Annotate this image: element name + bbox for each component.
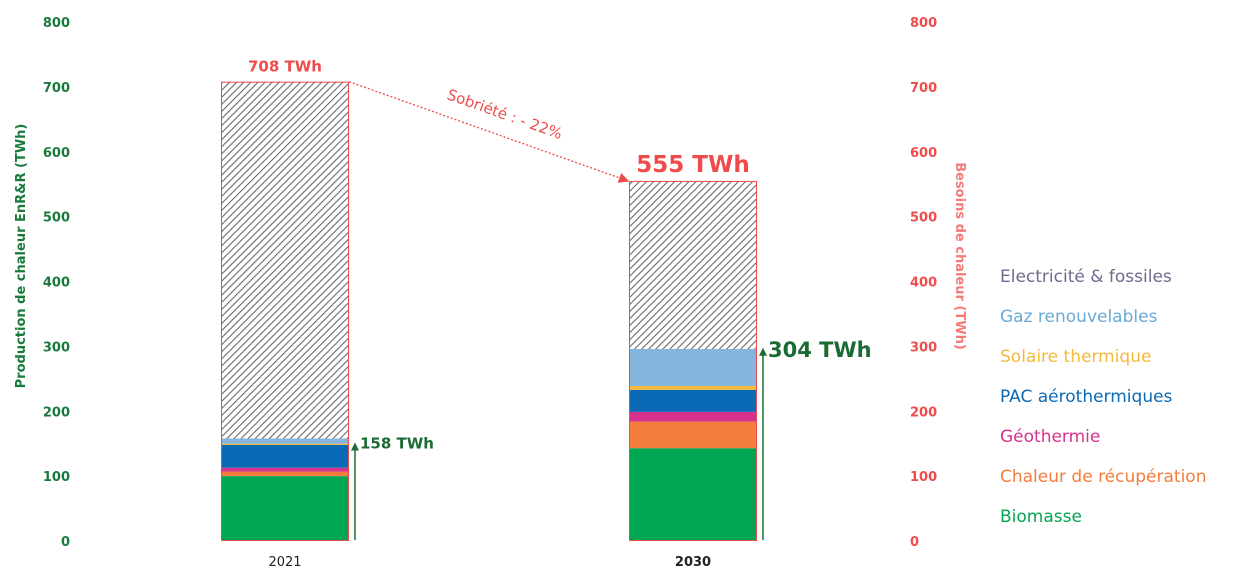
legend-item: PAC aérothermiques — [1000, 387, 1173, 407]
category-label: 2030 — [675, 555, 711, 570]
legend: Electricité & fossiles Gaz renouvelables S… — [1000, 262, 1206, 542]
sobriete-annotation: Sobriété : - 22% — [445, 86, 565, 144]
bar-segment-solaire-thermique — [221, 443, 349, 445]
right-tick-label: 400 — [910, 276, 937, 291]
sobriete-arrow — [348, 81, 630, 183]
right-tick-label: 0 — [910, 535, 919, 550]
legend-item: Géothermie — [1000, 427, 1101, 447]
left-tick-label: 400 — [43, 276, 70, 291]
right-axis-title: Besoins de chaleur (TWh) — [952, 162, 967, 350]
left-axis-title: Production de chaleur EnR&R (TWh) — [14, 124, 29, 389]
production-arrowhead — [351, 442, 359, 451]
production-total-label: 158 TWh — [360, 434, 434, 452]
bar-segment-electricite-fossiles — [629, 180, 757, 349]
bar-segment-pac-a-rothermiques — [221, 444, 349, 468]
bar-segment-g-othermie — [221, 467, 349, 472]
bar-segment-gaz-renouvelables — [221, 438, 349, 444]
production-arrowhead — [759, 347, 767, 356]
left-tick-label: 800 — [43, 16, 70, 31]
bar-segment-biomasse — [629, 448, 757, 541]
left-axis-ticks: 0 100 200 300 400 500 600 700 800 — [43, 16, 70, 550]
left-tick-label: 0 — [61, 535, 70, 550]
needs-total-label: 555 TWh — [636, 152, 749, 178]
right-tick-label: 500 — [910, 211, 937, 226]
needs-outline — [221, 81, 349, 541]
legend-item: Electricité & fossiles — [1000, 267, 1172, 287]
category-label: 2021 — [268, 555, 301, 570]
left-tick-label: 100 — [43, 470, 70, 485]
left-tick-label: 500 — [43, 211, 70, 226]
legend-item: Solaire thermique — [1000, 347, 1152, 367]
category-labels: 2021 2030 — [268, 555, 711, 570]
right-tick-label: 600 — [910, 146, 937, 161]
right-tick-label: 700 — [910, 81, 937, 96]
bar-segment-g-othermie — [629, 411, 757, 422]
left-tick-label: 700 — [43, 81, 70, 96]
right-tick-label: 100 — [910, 470, 937, 485]
bar-segment-gaz-renouvelables — [629, 348, 757, 386]
bar-segment-electricite-fossiles — [221, 81, 349, 439]
left-tick-label: 600 — [43, 146, 70, 161]
needs-total-label: 708 TWh — [248, 58, 322, 76]
right-tick-label: 200 — [910, 405, 937, 420]
bar-segment-chaleur-de-r-cup-ration — [221, 471, 349, 477]
bar-segment-biomasse — [221, 476, 349, 541]
bar-segment-solaire-thermique — [629, 385, 757, 390]
needs-outline — [629, 180, 757, 541]
right-axis-ticks: 0 100 200 300 400 500 600 700 800 — [910, 16, 937, 550]
legend-item: Biomasse — [1000, 507, 1082, 527]
production-total-label: 304 TWh — [768, 338, 872, 362]
left-tick-label: 300 — [43, 340, 70, 355]
legend-item: Chaleur de récupération — [1000, 467, 1207, 487]
legend-item: Gaz renouvelables — [1000, 307, 1158, 327]
bars — [221, 81, 757, 541]
bar-segment-chaleur-de-r-cup-ration — [629, 421, 757, 449]
right-tick-label: 800 — [910, 16, 937, 31]
right-tick-label: 300 — [910, 340, 937, 355]
left-tick-label: 200 — [43, 405, 70, 420]
bar-segment-pac-a-rothermiques — [629, 389, 757, 412]
